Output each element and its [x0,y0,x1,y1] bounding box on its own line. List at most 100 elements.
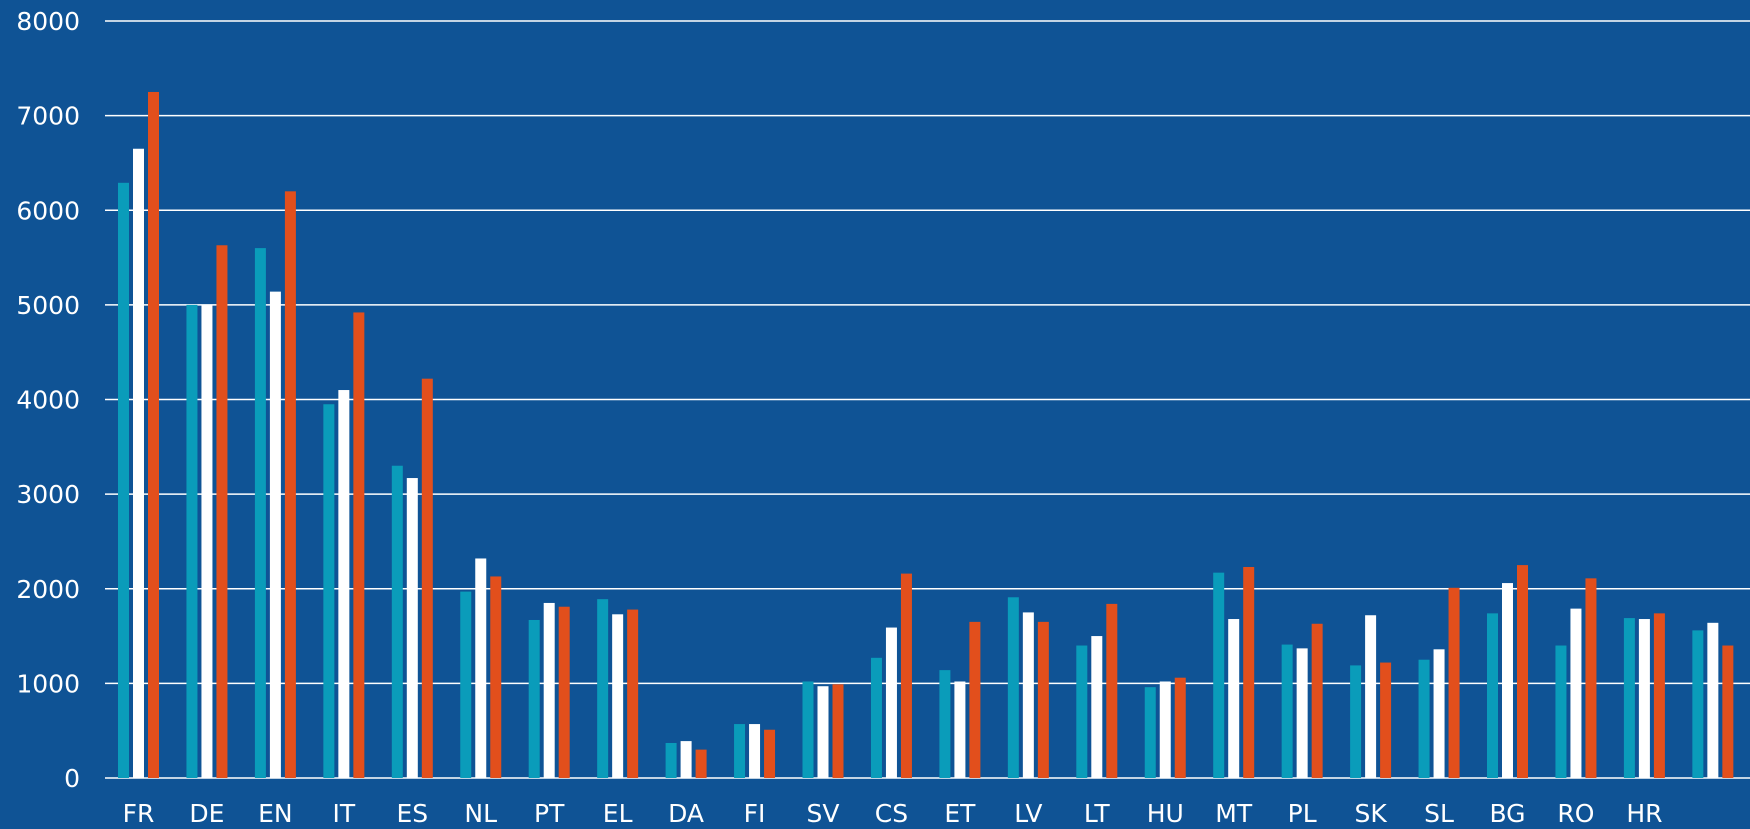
x-tick-label: SV [807,799,840,828]
x-tick-label: SK [1354,799,1387,828]
bar-hr-series-2 [1638,619,1650,778]
bar-es-series-1 [391,465,403,778]
bar-pl-series-1 [1281,644,1293,778]
bar-unlabeled-series-3 [1722,645,1734,778]
x-tick-label: HR [1626,799,1662,828]
bar-pt-series-3 [558,606,570,778]
bar-hu-series-3 [1174,677,1186,778]
bar-el-series-1 [597,599,609,778]
x-tick-label: MT [1215,799,1253,828]
bar-mt-series-3 [1243,566,1255,778]
bar-et-series-1 [939,670,951,778]
bar-nl-series-2 [475,558,487,778]
x-tick-label: IT [333,799,356,828]
bar-pt-series-2 [543,602,555,778]
bar-ro-series-2 [1570,608,1582,778]
bar-lt-series-3 [1106,603,1118,778]
bar-sl-series-1 [1418,659,1430,778]
x-tick-label: HU [1147,799,1184,828]
bar-da-series-2 [680,741,692,778]
bar-sv-series-2 [817,686,829,778]
bar-it-series-2 [338,390,350,778]
bar-sv-series-3 [832,684,844,778]
y-tick-label: 0 [64,764,80,793]
bar-da-series-3 [695,749,707,778]
x-tick-label: PT [534,799,565,828]
bar-pt-series-1 [528,619,540,778]
bar-ro-series-1 [1555,645,1567,778]
x-tick-label: LV [1014,799,1042,828]
x-tick-label: CS [875,799,908,828]
bar-es-series-2 [406,478,418,778]
x-tick-label: DE [189,799,224,828]
x-tick-label: ES [396,799,428,828]
bar-pl-series-3 [1311,623,1323,778]
bar-bg-series-1 [1487,613,1498,778]
bar-sk-series-3 [1380,662,1392,778]
bar-ro-series-3 [1585,578,1597,778]
bar-lv-series-3 [1037,621,1049,778]
bar-en-series-2 [269,291,281,778]
bar-el-series-3 [627,609,639,778]
x-tick-label: FI [744,799,766,828]
x-tick-label: DA [668,799,704,828]
gridlines: 0 1000 2000 3000 4000 5000 6000 7000 8000 [16,7,1750,793]
bar-fr-series-1 [118,182,129,779]
y-tick-label: 3000 [16,480,80,509]
bar-es-series-3 [421,378,433,778]
bar-sk-series-2 [1365,615,1377,778]
x-tick-label: SL [1424,799,1454,828]
bar-unlabeled-series-1 [1692,630,1704,778]
bar-bg-series-3 [1517,565,1528,778]
bar-hu-series-1 [1144,687,1156,778]
x-tick-label: EL [603,799,633,828]
bar-lv-series-2 [1022,612,1034,778]
bar-mt-series-2 [1228,619,1240,778]
x-tick-label: FR [123,799,155,828]
x-tick-label: BG [1489,799,1525,828]
x-tick-label: RO [1557,799,1594,828]
bar-pl-series-2 [1296,648,1308,778]
bar-it-series-3 [353,312,365,778]
bar-sl-series-3 [1448,587,1460,778]
bars [118,91,1734,779]
bar-de-series-1 [186,304,198,778]
bar-nl-series-1 [460,591,472,778]
bar-lv-series-1 [1007,597,1019,778]
y-tick-label: 7000 [16,102,80,131]
bar-lt-series-2 [1091,636,1103,778]
y-tick-label: 4000 [16,386,80,415]
y-tick-label: 5000 [16,291,80,320]
x-tick-label: ET [944,799,976,828]
bar-da-series-1 [665,742,677,778]
y-tick-label: 2000 [16,575,80,604]
bar-nl-series-3 [490,576,502,778]
bar-sl-series-2 [1433,649,1445,778]
bar-hr-series-3 [1653,613,1665,778]
x-tick-label: LT [1084,799,1110,828]
bar-el-series-2 [612,614,624,778]
bar-sv-series-1 [802,681,814,778]
bar-bg-series-2 [1502,583,1513,778]
y-tick-label: 8000 [16,7,80,36]
bar-en-series-3 [284,191,296,778]
bar-it-series-1 [323,404,335,778]
bar-de-series-2 [201,304,213,778]
bar-de-series-3 [216,245,228,779]
bar-fi-series-1 [734,724,746,778]
bar-hu-series-2 [1159,681,1171,778]
x-axis-labels: FR DE EN IT ES NL PT EL DA FI SV CS ET LV LT HU MT PL SK SL… [123,799,1663,828]
x-tick-label: EN [258,799,293,828]
bar-lt-series-1 [1076,645,1088,778]
bar-et-series-2 [954,681,966,778]
bar-mt-series-1 [1213,572,1225,778]
bar-cs-series-2 [885,627,897,778]
bar-en-series-1 [254,248,266,779]
bar-cs-series-1 [870,657,882,778]
bar-fr-series-3 [148,91,159,778]
bar-fi-series-2 [749,724,761,778]
bar-unlabeled-series-2 [1707,622,1719,778]
x-tick-label: PL [1288,799,1317,828]
bar-fi-series-3 [764,729,776,778]
